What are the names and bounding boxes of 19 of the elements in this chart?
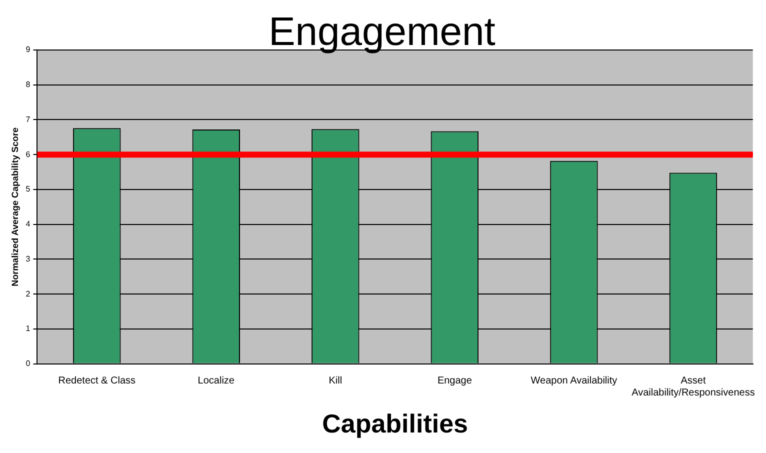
y-tick-label: 4 bbox=[26, 220, 31, 229]
y-tick-label: 8 bbox=[26, 80, 31, 90]
x-tick-label: Localize bbox=[198, 376, 235, 387]
y-tick-label: 7 bbox=[26, 114, 31, 124]
x-tick-label: Engage bbox=[437, 376, 472, 387]
y-axis-title: Normalized Average Capability Score bbox=[10, 127, 20, 286]
chart-title: Engagement bbox=[268, 10, 496, 54]
x-tick-label: Redetect & Class bbox=[58, 376, 136, 387]
y-tick-label: 2 bbox=[26, 289, 31, 298]
x-axis-title: Capabilities bbox=[322, 408, 468, 439]
y-tick-label: 6 bbox=[26, 150, 31, 159]
x-tick-label: Kill bbox=[328, 376, 342, 387]
y-tick-label: 9 bbox=[26, 45, 31, 54]
y-tick-label: 1 bbox=[26, 324, 31, 334]
y-tick-label: 3 bbox=[26, 254, 31, 264]
x-tick-label: Asset Availability/Responsiveness bbox=[632, 376, 755, 399]
y-tick-label: 5 bbox=[26, 184, 31, 194]
y-tick-label: 0 bbox=[26, 359, 31, 368]
x-tick-label: Weapon Availability bbox=[530, 376, 618, 387]
